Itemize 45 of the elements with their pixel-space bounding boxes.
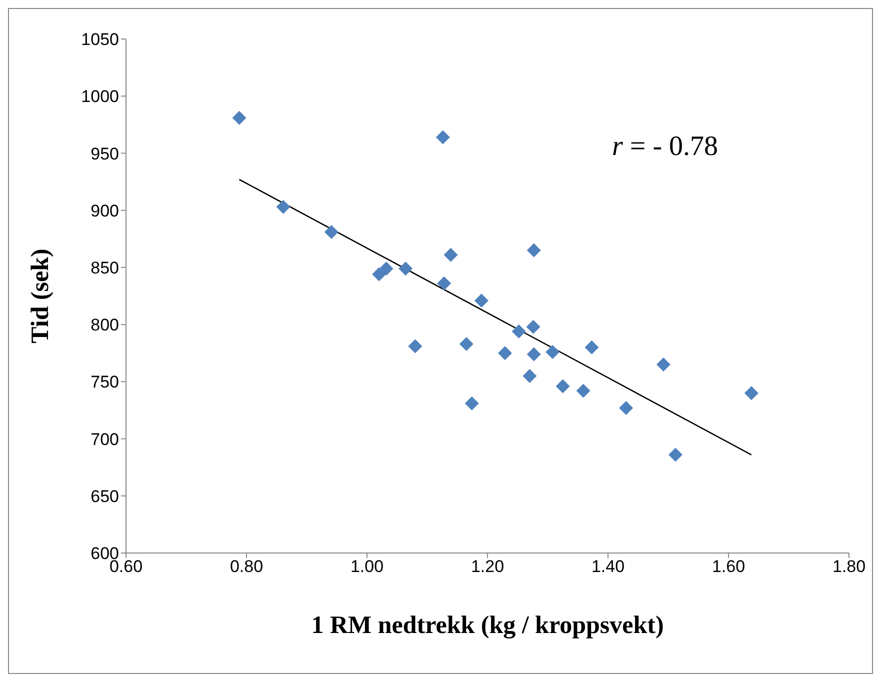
point [522, 368, 537, 383]
point [436, 130, 450, 144]
point [459, 336, 474, 351]
point [372, 267, 386, 282]
point [576, 384, 590, 398]
point [512, 324, 526, 338]
x-tick-label: 1.40 [591, 557, 625, 576]
y-tick-label: 900 [90, 201, 119, 220]
point [324, 225, 338, 240]
x-axis-title: 1 RM nedtrekk (kg / kroppsvekt) [311, 612, 664, 639]
point [744, 386, 758, 400]
point [526, 243, 541, 258]
point [408, 339, 422, 354]
point [498, 346, 512, 360]
point [546, 344, 560, 359]
x-tick-label: 1.00 [350, 557, 384, 576]
y-tick-label: 950 [90, 144, 119, 164]
point [379, 262, 394, 276]
y-tick-label: 750 [90, 372, 119, 392]
point [444, 248, 458, 262]
point [556, 379, 570, 394]
y-tick-label: 1000 [81, 87, 119, 106]
point [584, 340, 599, 354]
y-axis-title: Tid (sek) [26, 248, 54, 344]
y-tick-label: 650 [90, 486, 119, 506]
point [276, 200, 290, 214]
point [437, 276, 452, 290]
point [656, 358, 670, 372]
y-tick-label: 850 [90, 258, 119, 278]
x-tick-label: 1.80 [832, 557, 866, 576]
y-tick-label: 700 [90, 430, 119, 449]
point [232, 110, 246, 125]
x-tick-label: 1.20 [470, 557, 504, 576]
x-tick-label: 0.80 [230, 557, 264, 576]
point [668, 448, 682, 462]
point [526, 320, 540, 334]
annotation: r = - 0.78 [612, 131, 718, 162]
y-tick-label: 800 [90, 316, 119, 335]
x-tick-label: 1.60 [712, 557, 746, 576]
point [619, 400, 634, 415]
y-tick-label: 1050 [81, 30, 119, 50]
point [398, 262, 413, 276]
point [474, 294, 488, 308]
point [526, 347, 541, 362]
point [464, 396, 479, 410]
